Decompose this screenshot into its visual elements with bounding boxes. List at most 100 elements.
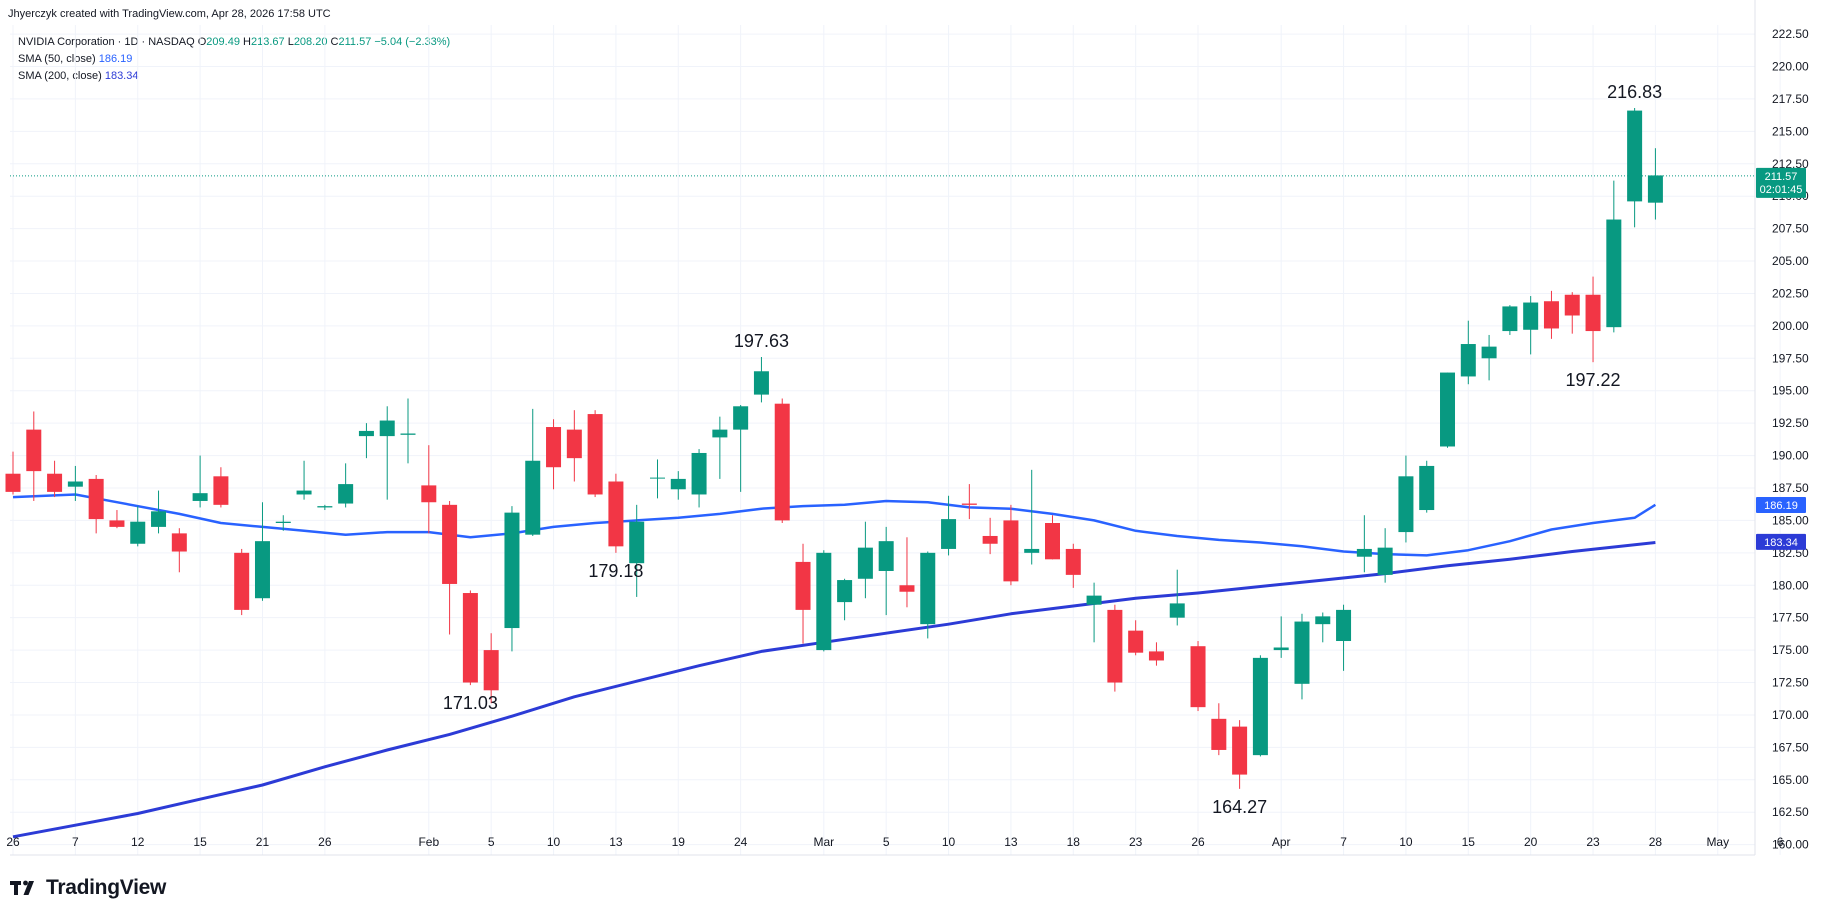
- candle: [317, 504, 333, 511]
- candle-body: [1003, 520, 1019, 582]
- legend-sma200-row[interactable]: SMA (200, close) 183.34: [18, 68, 450, 85]
- x-tick-label: 15: [1462, 835, 1476, 849]
- candle: [1232, 720, 1248, 789]
- candle-body: [483, 650, 499, 691]
- candle-body: [1502, 306, 1518, 332]
- x-tick-label: 26: [318, 835, 332, 849]
- candle: [1564, 292, 1580, 334]
- y-tick-label: 205.00: [1772, 254, 1809, 268]
- candle-body: [1107, 609, 1123, 683]
- candle-body: [358, 430, 374, 437]
- candle-body: [67, 481, 83, 487]
- candle-body: [525, 460, 541, 535]
- y-tick-label: 222.50: [1772, 27, 1809, 41]
- candle-body: [1460, 344, 1476, 377]
- candle: [1024, 469, 1040, 565]
- candle: [1460, 320, 1476, 385]
- candle-body: [296, 490, 312, 495]
- y-tick-label: 220.00: [1772, 60, 1809, 74]
- candle: [1627, 108, 1643, 228]
- candle-body: [379, 420, 395, 437]
- candle-body: [47, 473, 63, 492]
- candle: [338, 463, 354, 508]
- candle-body: [816, 552, 832, 651]
- candle-body: [837, 580, 853, 603]
- candle: [1273, 616, 1289, 658]
- candle-body: [1252, 657, 1268, 756]
- y-tick-label: 185.00: [1772, 513, 1809, 527]
- candle: [171, 528, 187, 573]
- sma50-badge: [1756, 496, 1806, 513]
- candle: [878, 526, 894, 616]
- candle-body: [1024, 548, 1040, 553]
- candle-body: [670, 478, 686, 490]
- x-tick-label: 28: [1649, 835, 1663, 849]
- tradingview-logo[interactable]: TradingView: [10, 876, 166, 900]
- candle: [1190, 641, 1206, 712]
- x-tick-label: 5: [883, 835, 890, 849]
- candle-body: [1169, 603, 1185, 618]
- candle-body: [213, 476, 229, 505]
- sma200-badge: [1756, 533, 1806, 550]
- y-tick-label: 160.00: [1772, 838, 1809, 852]
- candle-body: [1543, 301, 1559, 329]
- candle-body: [629, 521, 645, 564]
- legend-sma50-row[interactable]: SMA (50, close) 186.19: [18, 51, 450, 68]
- y-tick-label: 202.50: [1772, 286, 1809, 300]
- y-tick-label: 187.50: [1772, 481, 1809, 495]
- sma50-badge-text: 186.19: [1764, 500, 1798, 512]
- candle: [899, 537, 915, 608]
- legend-low-label: L: [287, 36, 294, 48]
- candle-body: [1211, 718, 1227, 750]
- candle-body: [774, 403, 790, 521]
- y-tick-label: 200.00: [1772, 319, 1809, 333]
- candle: [1252, 655, 1268, 757]
- candle-body: [1356, 548, 1372, 557]
- x-tick-label: Mar: [813, 835, 834, 849]
- x-tick-label: 26: [6, 835, 20, 849]
- x-tick-label: 7: [72, 835, 79, 849]
- candle-body: [275, 521, 291, 523]
- attribution-text: Jhyerczyk created with TradingView.com, …: [8, 8, 331, 20]
- candle-body: [338, 484, 354, 504]
- candle-body: [1647, 175, 1663, 203]
- candle: [151, 490, 167, 534]
- y-tick-label: 207.50: [1772, 222, 1809, 236]
- candle: [1045, 515, 1060, 560]
- candle: [649, 459, 665, 499]
- candle-body: [1232, 726, 1248, 775]
- candle: [88, 475, 104, 534]
- candle-body: [1440, 372, 1456, 447]
- candle-body: [712, 429, 728, 438]
- candle-body: [504, 512, 520, 629]
- candle: [5, 451, 21, 495]
- legend-change: −5.04 (−2.33%): [374, 36, 451, 48]
- x-tick-label: 10: [942, 835, 956, 849]
- sma50-layer: [12, 493, 1657, 557]
- candle-body: [1606, 219, 1622, 328]
- sma200-badge-text: 183.34: [1764, 537, 1798, 549]
- candle: [254, 502, 270, 601]
- x-tick-label: 6: [1777, 835, 1784, 849]
- candle-body: [26, 429, 42, 472]
- candle: [296, 460, 312, 500]
- candle-body: [1336, 609, 1352, 642]
- candle-body: [608, 481, 624, 547]
- candle: [712, 416, 728, 479]
- candle: [1543, 290, 1559, 339]
- annotations: 171.03 179.18 197.63 164.27 197.22 216.83: [443, 82, 1662, 817]
- candle: [130, 506, 146, 547]
- x-tick-label: 13: [1004, 835, 1018, 849]
- candle: [920, 551, 936, 639]
- x-tick-label: Apr: [1272, 835, 1291, 849]
- candle: [1377, 528, 1393, 583]
- y-tick-label: 212.50: [1772, 157, 1809, 171]
- candle-body: [1086, 595, 1102, 605]
- candle: [1148, 642, 1164, 666]
- sma50-line: [12, 493, 1657, 557]
- candle: [234, 548, 250, 616]
- legend-symbol-row: NVIDIA Corporation · 1D · NASDAQ O209.49…: [18, 34, 450, 51]
- candle: [442, 500, 458, 635]
- candle-body: [317, 506, 333, 508]
